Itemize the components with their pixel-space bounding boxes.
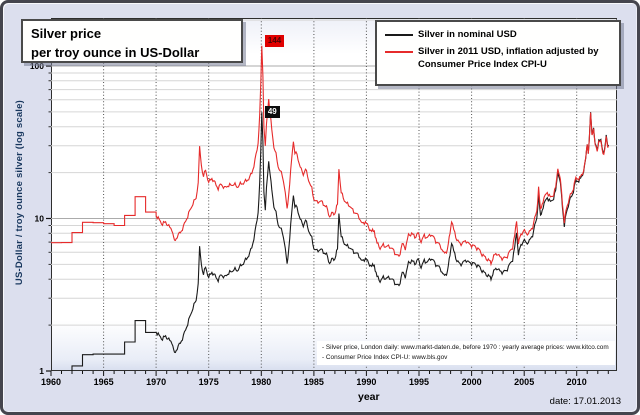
series-line-2011-usd xyxy=(51,45,610,267)
x-tick-label: 1995 xyxy=(409,377,429,387)
date-label: date: 17.01.2013 xyxy=(549,396,621,407)
chart-title-line1: Silver price xyxy=(31,26,102,41)
chart-title-box: Silver price per troy ounce in US-Dollar xyxy=(21,19,243,63)
legend-label-nominal: Silver in nominal USD xyxy=(418,29,517,40)
legend-line-sample-black xyxy=(385,34,413,36)
x-tick-label: 1965 xyxy=(94,377,114,387)
y-axis-title: US-Dollar / troy ounce silver (log scale… xyxy=(11,43,27,343)
plot-area: 1 10 100 1960 1965 1970 1975 1980 1985 1990 1995 20… xyxy=(30,18,617,387)
legend-label-real: Silver in 2011 USD, inflation adjusted b… xyxy=(418,46,599,70)
x-tick-label: 1970 xyxy=(146,377,166,387)
source-footnote: - Silver price, London daily: www.markt-… xyxy=(317,341,615,365)
annotation-peak-144: 144 xyxy=(264,34,285,47)
source-line-1: - Silver price, London daily: www.markt-… xyxy=(322,344,609,351)
series-line-nominal-usd xyxy=(71,112,610,371)
x-axis-title: year xyxy=(358,391,380,403)
y-tick-label: 100 xyxy=(30,61,44,71)
legend-entry-real: Silver in 2011 USD, inflation adjusted b… xyxy=(383,45,613,71)
x-tick-label: 1990 xyxy=(356,377,376,387)
legend-line-sample-red xyxy=(385,51,413,53)
x-tick-label: 1980 xyxy=(251,377,271,387)
legend-entry-nominal: Silver in nominal USD xyxy=(383,28,613,41)
annotation-peak-49: 49 xyxy=(264,106,280,119)
vertical-gridlines: 1960 1965 1970 1975 1980 1985 1990 1995 2000 2005… xyxy=(41,18,609,387)
y-tick-label: 10 xyxy=(35,214,45,224)
series-group xyxy=(51,45,610,371)
x-tick-label: 1960 xyxy=(41,377,61,387)
horizontal-gridlines: 1 10 100 xyxy=(30,19,617,376)
chart-title-line2: per troy ounce in US-Dollar xyxy=(31,45,200,60)
x-tick-label: 2000 xyxy=(462,377,482,387)
x-tick-label: 2005 xyxy=(514,377,534,387)
x-tick-label: 1985 xyxy=(304,377,324,387)
source-line-2: - Consumer Price Index CPI-U: www.bls.go… xyxy=(322,354,448,361)
y-tick-label: 1 xyxy=(39,366,44,376)
x-tick-label: 1975 xyxy=(199,377,219,387)
x-tick-label: 2010 xyxy=(567,377,587,387)
y-axis-title-text: US-Dollar / troy ounce silver (log scale… xyxy=(13,100,25,286)
legend-box: Silver in nominal USD Silver in 2011 USD… xyxy=(375,20,621,86)
